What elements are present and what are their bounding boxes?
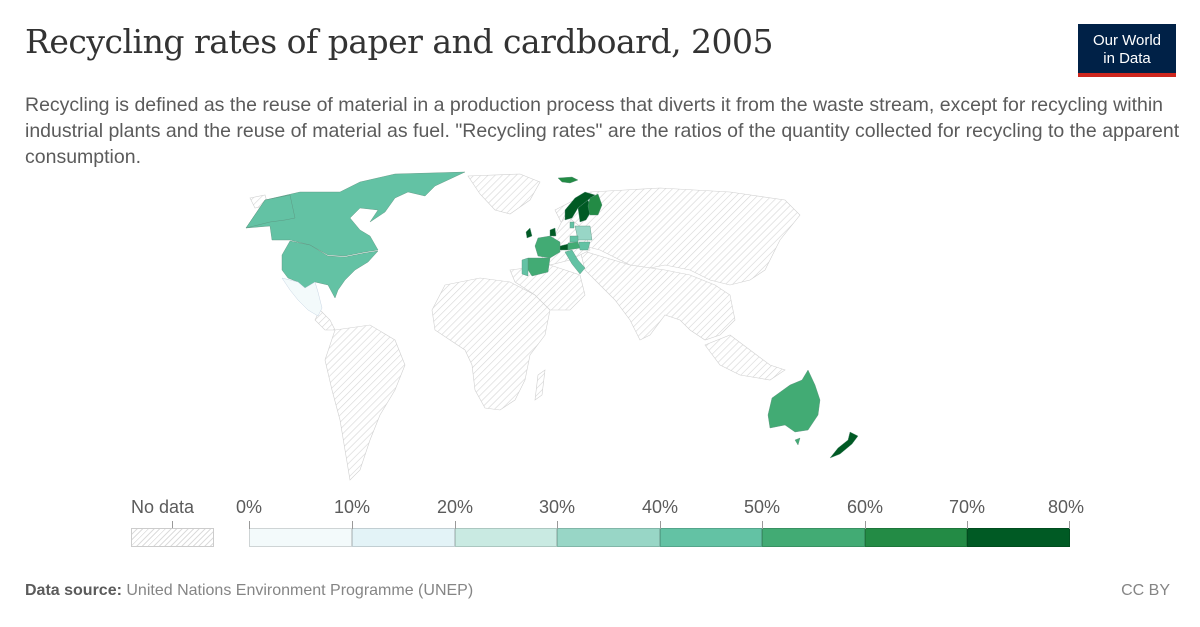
legend-tick-label: 30% [538, 497, 576, 517]
legend-tick-label: 70% [948, 497, 986, 517]
region-southeast-asia [704, 334, 786, 381]
region-svalbard [557, 176, 579, 184]
data-source-label: Data source: [25, 582, 122, 599]
owid-logo[interactable]: Our World in Data [1078, 24, 1176, 77]
region-finland [587, 193, 603, 216]
legend-tick [865, 521, 866, 529]
legend-tick-label: 10% [333, 497, 371, 517]
legend-tick-label: 20% [436, 497, 474, 517]
chart-subtitle: Recycling is defined as the reuse of mat… [25, 94, 1180, 168]
legend-tick [762, 521, 763, 529]
logo-line-1: Our World [1092, 32, 1162, 49]
region-mexico [281, 277, 323, 317]
legend-bin-70-80[interactable] [967, 528, 1070, 547]
region-usa [281, 240, 379, 299]
legend-tick [352, 521, 353, 529]
legend-bin-60-70[interactable] [865, 528, 967, 547]
region-greenland [467, 173, 541, 215]
region-new-zealand [829, 431, 859, 459]
legend-tick-label: 0% [235, 497, 263, 517]
legend-tick [455, 521, 456, 529]
legend-tick [249, 521, 250, 529]
legend-tick-label: 40% [641, 497, 679, 517]
license-link[interactable]: CC BY [1121, 582, 1170, 599]
legend-tick [1069, 521, 1070, 529]
legend-no-data-tick [172, 521, 173, 528]
legend-tick [967, 521, 968, 529]
region-ireland [525, 227, 533, 239]
data-source-value[interactable]: United Nations Environment Programme (UN… [126, 582, 474, 599]
legend-tick-label: 60% [846, 497, 884, 517]
region-central-america [314, 309, 336, 331]
legend-no-data-swatch[interactable] [131, 528, 214, 547]
legend-tick-label: 80% [1047, 497, 1085, 517]
region-south-asia [579, 249, 736, 341]
region-alaska [245, 194, 296, 229]
world-map [245, 171, 859, 481]
legend-bin-40-50[interactable] [660, 528, 762, 547]
legend-bin-10-20[interactable] [352, 528, 455, 547]
region-africa [431, 277, 551, 411]
legend-bin-20-30[interactable] [455, 528, 557, 547]
region-france [534, 235, 561, 259]
region-denmark [569, 221, 575, 229]
logo-line-2: in Data [1103, 50, 1151, 67]
region-hungary [578, 241, 591, 251]
region-madagascar [534, 369, 546, 401]
region-poland [574, 225, 593, 241]
region-benelux [549, 227, 557, 237]
legend-bin-30-40[interactable] [557, 528, 660, 547]
region-middle-east [509, 264, 586, 311]
chart-title: Recycling rates of paper and cardboard, … [25, 22, 774, 61]
legend-no-data-label: No data [131, 497, 195, 517]
region-portugal [521, 257, 529, 277]
legend-tick [660, 521, 661, 529]
region-russia-asia [554, 187, 801, 286]
data-source: Data source: United Nations Environment … [25, 582, 473, 600]
legend-bin-50-60[interactable] [762, 528, 865, 547]
region-south-america [324, 324, 406, 481]
region-canada [245, 171, 466, 257]
region-tasmania [794, 437, 801, 446]
legend-tick [557, 521, 558, 529]
region-italy [564, 249, 586, 275]
region-czechia [569, 235, 579, 243]
region-australia [767, 369, 821, 433]
legend-tick-label: 50% [743, 497, 781, 517]
legend-bin-0-10[interactable] [249, 528, 352, 547]
